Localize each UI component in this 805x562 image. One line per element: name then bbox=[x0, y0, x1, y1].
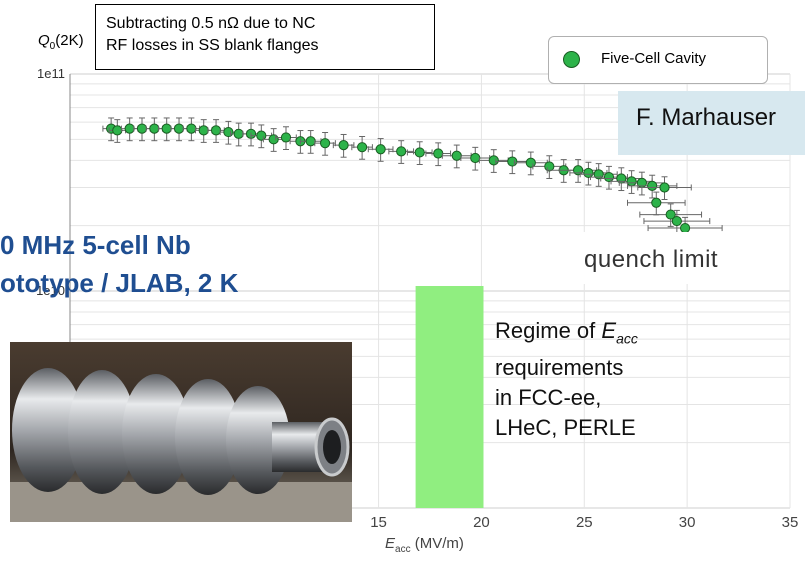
regime-line-3: in FCC-ee, bbox=[495, 385, 602, 411]
x-tick-label: 25 bbox=[576, 514, 593, 531]
x-tick-label: 35 bbox=[782, 514, 799, 531]
legend-label: Five-Cell Cavity bbox=[601, 50, 707, 67]
data-point bbox=[210, 125, 222, 136]
data-point bbox=[451, 150, 462, 161]
data-point bbox=[414, 147, 425, 158]
data-point bbox=[651, 197, 662, 208]
cavity-title-line-2: ototype / JLAB, 2 K bbox=[0, 268, 239, 298]
author-label: F. Marhauser bbox=[618, 91, 805, 155]
data-point bbox=[268, 134, 279, 145]
data-point bbox=[544, 161, 555, 172]
data-point bbox=[665, 209, 676, 220]
legend: Five-Cell Cavity bbox=[548, 36, 768, 84]
subtraction-note: Subtracting 0.5 nΩ due to NC RF losses i… bbox=[95, 4, 435, 70]
y-axis-label: Q0(2K) bbox=[38, 32, 84, 52]
data-point bbox=[223, 126, 234, 138]
data-point bbox=[136, 123, 148, 134]
regime-line-4: LHeC, PERLE bbox=[495, 415, 636, 441]
regime-line-1: Regime of Eacc bbox=[495, 318, 638, 347]
x-axis-label: Eacc (MV/m) bbox=[385, 535, 464, 555]
x-tick-label: 15 bbox=[370, 514, 387, 531]
data-point bbox=[433, 148, 444, 159]
x-tick-label: 20 bbox=[473, 514, 490, 531]
data-point bbox=[507, 156, 518, 167]
data-point bbox=[396, 146, 407, 157]
data-point bbox=[626, 176, 637, 187]
note-line-2: RF losses in SS blank flanges bbox=[106, 37, 319, 54]
data-point bbox=[173, 123, 185, 134]
quench-limit-label: quench limit bbox=[560, 232, 760, 284]
x-tick-label: 30 bbox=[679, 514, 696, 531]
data-point bbox=[280, 132, 292, 143]
data-point bbox=[319, 138, 331, 149]
data-point bbox=[161, 123, 172, 134]
data-point bbox=[659, 182, 670, 193]
data-point bbox=[233, 128, 244, 139]
note-line-1: Subtracting 0.5 nΩ due to NC bbox=[106, 15, 316, 32]
cavity-title: 0 MHz 5-cell Nb ototype / JLAB, 2 K bbox=[0, 226, 238, 302]
regime-band bbox=[415, 286, 484, 508]
data-point bbox=[647, 180, 658, 192]
data-point bbox=[671, 215, 682, 227]
regime-line-2: requirements bbox=[495, 355, 624, 381]
regime-annotation: Regime of Eacc requirements in FCC-ee, L… bbox=[495, 316, 715, 443]
data-point bbox=[186, 123, 197, 134]
data-point bbox=[488, 155, 499, 166]
data-point bbox=[198, 125, 209, 136]
cavity-photo bbox=[10, 342, 352, 522]
data-point bbox=[603, 171, 615, 183]
y-tick-label: 1e11 bbox=[37, 66, 65, 81]
y-tick-label: 1e10 bbox=[36, 283, 65, 298]
data-point bbox=[470, 152, 481, 164]
data-point bbox=[375, 144, 386, 155]
data-point bbox=[583, 167, 594, 179]
data-point bbox=[124, 123, 135, 134]
data-point bbox=[305, 136, 316, 147]
data-point bbox=[338, 140, 349, 151]
data-point bbox=[112, 125, 123, 136]
cavity-title-line-1: 0 MHz 5-cell Nb bbox=[0, 230, 191, 260]
data-point bbox=[149, 123, 160, 134]
data-point bbox=[573, 165, 584, 176]
legend-marker-icon bbox=[563, 51, 580, 68]
data-point bbox=[357, 142, 368, 153]
